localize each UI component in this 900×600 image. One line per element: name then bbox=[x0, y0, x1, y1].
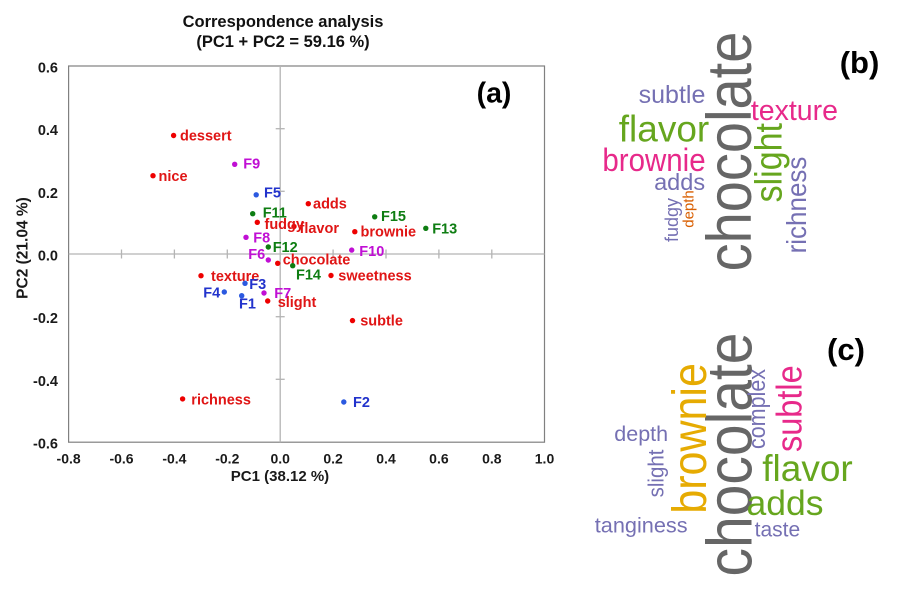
svg-text:F9: F9 bbox=[243, 157, 260, 173]
svg-text:adds: adds bbox=[654, 169, 705, 195]
svg-text:F6: F6 bbox=[248, 247, 265, 263]
svg-text:texture: texture bbox=[211, 269, 259, 285]
svg-text:subtle: subtle bbox=[639, 81, 706, 109]
svg-text:richness: richness bbox=[191, 393, 251, 409]
svg-text:F10: F10 bbox=[359, 244, 384, 260]
svg-text:subtle: subtle bbox=[360, 314, 403, 330]
svg-text:-0.4: -0.4 bbox=[33, 374, 58, 390]
svg-text:0.2: 0.2 bbox=[38, 186, 58, 202]
svg-text:fudgy: fudgy bbox=[265, 217, 304, 233]
svg-text:0.0: 0.0 bbox=[270, 451, 290, 467]
svg-text:richness: richness bbox=[781, 157, 812, 254]
svg-text:flavor: flavor bbox=[762, 448, 852, 489]
svg-text:0.4: 0.4 bbox=[376, 451, 396, 467]
svg-text:nice: nice bbox=[159, 169, 188, 185]
svg-text:F3: F3 bbox=[249, 277, 266, 293]
svg-text:tanginess: tanginess bbox=[595, 513, 688, 538]
svg-text:F12: F12 bbox=[273, 240, 298, 256]
svg-text:fudgy: fudgy bbox=[662, 198, 682, 242]
svg-text:0.6: 0.6 bbox=[38, 61, 58, 77]
svg-text:slight: slight bbox=[644, 450, 669, 498]
svg-text:-0.2: -0.2 bbox=[33, 311, 58, 327]
svg-text:(b): (b) bbox=[840, 45, 880, 80]
svg-text:dessert: dessert bbox=[180, 129, 232, 145]
svg-text:0.4: 0.4 bbox=[38, 123, 58, 139]
svg-text:F13: F13 bbox=[432, 221, 457, 237]
svg-text:brownie: brownie bbox=[663, 363, 717, 514]
svg-text:0.2: 0.2 bbox=[323, 451, 343, 467]
svg-text:F8: F8 bbox=[253, 230, 270, 246]
svg-text:F14: F14 bbox=[296, 268, 321, 284]
svg-text:adds: adds bbox=[747, 483, 824, 523]
svg-text:chocolate: chocolate bbox=[283, 253, 351, 269]
svg-text:complex: complex bbox=[744, 368, 770, 449]
svg-text:-0.2: -0.2 bbox=[215, 451, 239, 467]
svg-text:F7: F7 bbox=[274, 286, 291, 302]
svg-text:(PC1 + PC2 = 59.16 %): (PC1 + PC2 = 59.16 %) bbox=[196, 33, 369, 51]
svg-text:slight: slight bbox=[747, 123, 790, 202]
svg-text:F4: F4 bbox=[203, 285, 220, 301]
svg-text:adds: adds bbox=[313, 197, 347, 213]
svg-text:0.8: 0.8 bbox=[482, 451, 502, 467]
svg-text:(c): (c) bbox=[827, 332, 865, 367]
svg-text:Correspondence analysis: Correspondence analysis bbox=[183, 13, 384, 31]
svg-text:taste: taste bbox=[755, 519, 801, 542]
svg-text:subtle: subtle bbox=[770, 365, 810, 452]
svg-text:chocolate: chocolate bbox=[693, 333, 765, 577]
svg-text:(a): (a) bbox=[477, 78, 512, 110]
svg-text:chocolate: chocolate bbox=[694, 32, 765, 272]
svg-text:F2: F2 bbox=[353, 395, 370, 411]
svg-text:0.6: 0.6 bbox=[429, 451, 449, 467]
svg-text:-0.6: -0.6 bbox=[109, 451, 133, 467]
svg-text:1.0: 1.0 bbox=[535, 451, 555, 467]
svg-text:brownie: brownie bbox=[361, 225, 417, 241]
svg-text:texture: texture bbox=[751, 95, 838, 127]
svg-text:depth: depth bbox=[614, 422, 668, 446]
svg-text:flavor: flavor bbox=[619, 109, 709, 150]
svg-text:depth: depth bbox=[681, 190, 698, 228]
svg-text:PC2 (21.04 %): PC2 (21.04 %) bbox=[15, 197, 32, 299]
svg-text:F5: F5 bbox=[264, 185, 281, 201]
svg-text:-0.8: -0.8 bbox=[57, 451, 81, 467]
svg-text:F15: F15 bbox=[381, 209, 406, 225]
svg-text:sweetness: sweetness bbox=[338, 269, 411, 285]
svg-text:flavor: flavor bbox=[300, 221, 340, 237]
svg-text:0.0: 0.0 bbox=[38, 249, 58, 265]
svg-text:PC1 (38.12 %): PC1 (38.12 %) bbox=[231, 468, 329, 485]
svg-text:-0.6: -0.6 bbox=[33, 437, 58, 453]
svg-text:-0.4: -0.4 bbox=[162, 451, 186, 467]
svg-text:brownie: brownie bbox=[602, 142, 705, 179]
svg-text:slight: slight bbox=[278, 295, 317, 311]
svg-text:F1: F1 bbox=[239, 297, 256, 313]
svg-text:F11: F11 bbox=[263, 206, 287, 222]
